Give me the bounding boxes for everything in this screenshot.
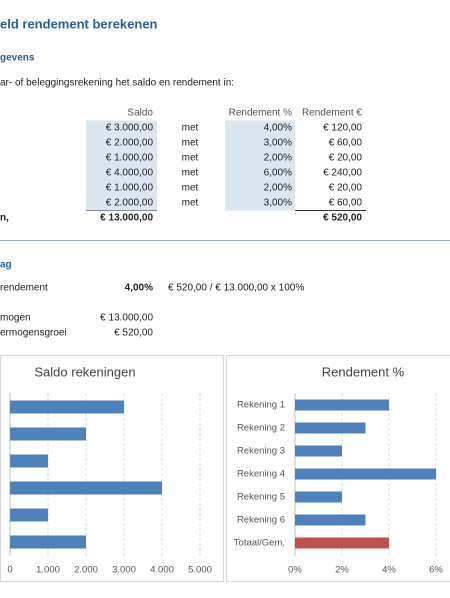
total-rendement: € 520,00 <box>323 213 362 224</box>
input-cell <box>225 120 295 136</box>
bar <box>295 514 366 526</box>
input-cell <box>225 195 295 211</box>
input-cell <box>86 195 157 211</box>
percent-cell: 2,00% <box>264 183 292 194</box>
column-header: Rendement % <box>229 108 292 119</box>
percent-cell: 4,00% <box>264 123 292 134</box>
percent-cell: 6,00% <box>264 168 292 179</box>
bar <box>295 468 436 480</box>
input-cell <box>86 180 157 196</box>
saldo-cell: € 1.000,00 <box>106 153 154 164</box>
bar <box>10 508 48 522</box>
input-cell <box>225 180 295 196</box>
result-value: € 520,00 <box>114 328 153 339</box>
euro-cell: € 120,00 <box>323 123 362 134</box>
saldo-cell: € 1.000,00 <box>106 183 154 194</box>
y-tick-label: Rekening 5 <box>237 492 285 503</box>
chart-title: Saldo rekeningen <box>34 364 135 379</box>
input-cell <box>86 165 157 181</box>
bar <box>295 491 342 503</box>
euro-cell: € 60,00 <box>329 198 363 209</box>
input-cell <box>86 120 157 136</box>
percent-cell: 2,00% <box>264 153 292 164</box>
x-tick-label: 4.000 <box>150 565 174 576</box>
x-tick-label: 3.000 <box>112 565 136 576</box>
x-tick-label: 1.000 <box>36 565 60 576</box>
section-heading: gevens <box>0 53 35 64</box>
x-tick-label: 4% <box>382 565 396 576</box>
bar <box>10 400 124 414</box>
y-tick-label: Rekening 4 <box>237 469 285 480</box>
met-cell: met <box>182 153 199 164</box>
result-formula: € 520,00 / € 13.000,00 x 100% <box>168 283 304 294</box>
percent-cell: 3,00% <box>264 198 292 209</box>
bar <box>295 445 342 457</box>
bar <box>10 454 48 468</box>
saldo-cell: € 4.000,00 <box>106 168 154 179</box>
input-cell <box>86 135 157 151</box>
bar <box>295 537 389 549</box>
euro-cell: € 20,00 <box>329 183 363 194</box>
percent-cell: 3,00% <box>264 138 292 149</box>
result-label: ermogensgroei <box>0 328 67 339</box>
y-tick-label: Rekening 1 <box>237 400 285 411</box>
euro-cell: € 60,00 <box>329 138 363 149</box>
met-cell: met <box>182 168 199 179</box>
x-tick-label: 2% <box>335 565 349 576</box>
y-tick-label: Rekening 6 <box>237 515 285 526</box>
input-cell <box>225 135 295 151</box>
bar <box>10 535 86 549</box>
x-tick-label: 2.000 <box>74 565 98 576</box>
bar <box>295 399 389 411</box>
saldo-cell: € 2.000,00 <box>106 138 154 149</box>
y-tick-label: Totaal/Gem, <box>234 538 285 549</box>
chart-title: Rendement % <box>322 364 405 379</box>
total-label: n, <box>0 213 9 224</box>
x-tick-label: 6% <box>429 565 443 576</box>
result-value: € 13.000,00 <box>100 313 153 324</box>
euro-cell: € 240,00 <box>323 168 362 179</box>
instruction: ar- of beleggingsrekening het saldo en r… <box>0 78 234 89</box>
x-tick-label: 5.000 <box>188 565 212 576</box>
met-cell: met <box>182 123 199 134</box>
result-value: 4,00% <box>125 283 153 294</box>
y-tick-label: Rekening 2 <box>237 423 285 434</box>
bar <box>10 427 86 441</box>
input-cell <box>225 150 295 166</box>
euro-cell: € 20,00 <box>329 153 363 164</box>
met-cell: met <box>182 138 199 149</box>
saldo-cell: € 2.000,00 <box>106 198 154 209</box>
total-saldo: € 13.000,00 <box>100 213 153 224</box>
input-cell <box>225 165 295 181</box>
section-heading: ag <box>0 260 12 271</box>
x-tick-label: 0% <box>288 565 302 576</box>
met-cell: met <box>182 183 199 194</box>
sheet-title: eld rendement berekenen <box>0 16 158 31</box>
column-header: Rendement € <box>302 108 362 119</box>
met-cell: met <box>182 198 199 209</box>
y-tick-label: Rekening 3 <box>237 446 285 457</box>
column-header: Saldo <box>127 108 153 119</box>
saldo-cell: € 3.000,00 <box>106 123 154 134</box>
x-tick-label: 0 <box>7 565 12 576</box>
result-label: rendement <box>0 283 48 294</box>
bar <box>295 422 366 434</box>
result-label: mogen <box>0 313 31 324</box>
bar <box>10 481 162 495</box>
input-cell <box>86 150 157 166</box>
